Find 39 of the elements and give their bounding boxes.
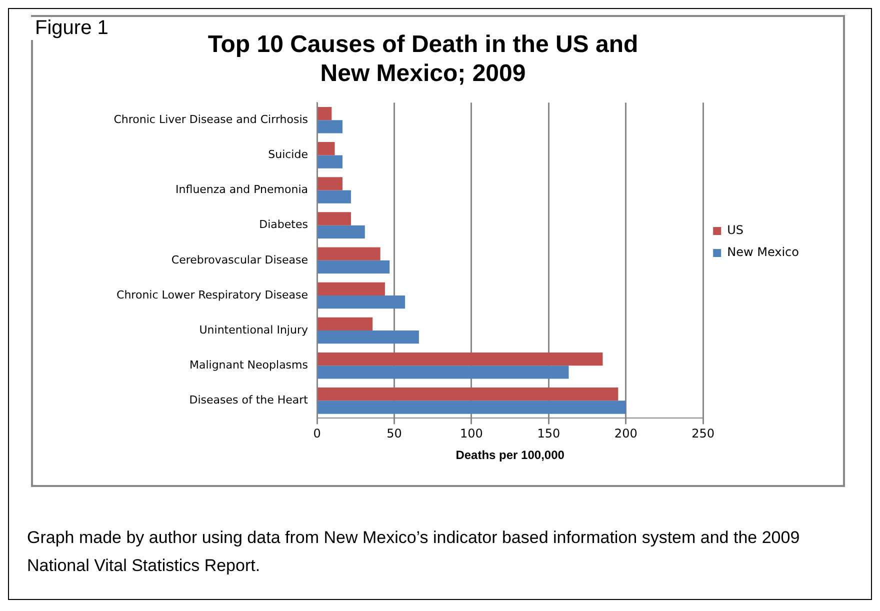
bar [318,388,618,401]
x-tick-label: 50 [386,426,402,441]
legend-label: New Mexico [727,245,799,260]
bar [318,260,390,274]
y-tick-label: Influenza and Pnemonia [176,183,308,196]
bar [318,330,419,344]
bar [318,142,335,156]
bar [318,155,342,168]
x-tick-label: 200 [614,426,638,441]
y-tick-label: Chronic Liver Disease and Cirrhosis [114,112,308,126]
bar [318,400,626,414]
y-tick-label: Chronic Lower Respiratory Disease [116,288,308,302]
bar [318,212,351,226]
y-tick-label: Unintentional Injury [199,323,308,336]
bar [318,177,342,190]
bar [318,247,380,260]
caption: Figure 1 [31,17,112,40]
bar [318,366,569,379]
bar [318,317,373,331]
bar [318,120,342,134]
bar [318,282,385,296]
bar [318,190,351,204]
y-tick-label: Diabetes [259,218,308,232]
bar [318,352,603,366]
text: Graph made by author using data from New Mexico’s indicator based information system and the 2009 National Vital Statistics Report. [27,527,801,577]
y-tick-label: Cerebrovascular Disease [171,253,308,266]
bar [318,295,406,309]
x-tick-label: 250 [692,426,715,441]
bar [318,106,332,120]
y-tick-label: Suicide [268,148,308,162]
bar [318,225,365,238]
x-axis-title: Deaths per 100,000 [456,448,565,462]
x-tick-label: 0 [313,426,321,441]
x-tick-label: 100 [460,426,483,441]
y-tick-label: Diseases of the Heart [189,394,309,407]
legend-label: US [727,223,744,238]
chart-title: Top 10 Causes of Death in the US and New Mexico; 2009 [208,31,638,87]
x-tick-label: 150 [537,426,560,441]
y-tick-label: Malignant Neoplasms [189,358,308,372]
